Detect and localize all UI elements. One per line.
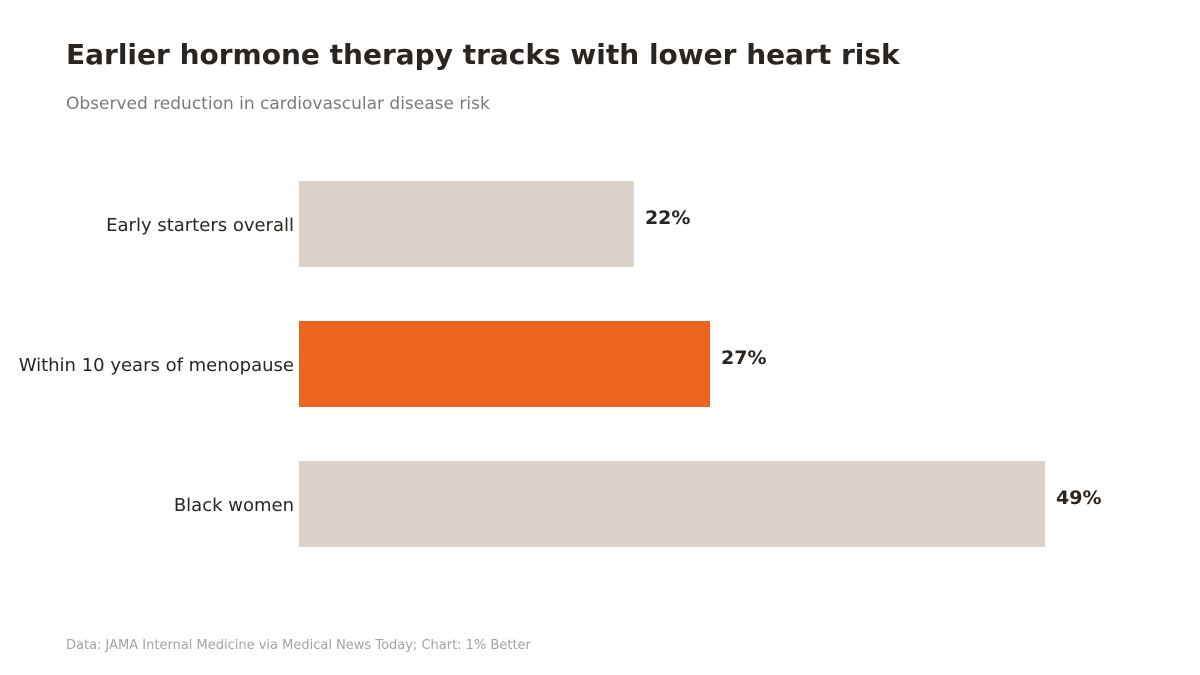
chart-subtitle: Observed reduction in cardiovascular dis… bbox=[66, 94, 490, 114]
value-label: 27% bbox=[721, 347, 766, 369]
value-label: 22% bbox=[645, 207, 690, 229]
bar-3 bbox=[299, 461, 1045, 547]
category-label: Black women bbox=[174, 495, 294, 516]
bar-1 bbox=[299, 181, 634, 267]
category-label: Within 10 years of menopause bbox=[19, 355, 294, 376]
bar-2 bbox=[299, 321, 711, 407]
chart-title: Earlier hormone therapy tracks with lowe… bbox=[66, 38, 900, 71]
source-note: Data: JAMA Internal Medicine via Medical… bbox=[66, 638, 531, 653]
category-label: Early starters overall bbox=[106, 215, 294, 236]
value-label: 49% bbox=[1056, 487, 1101, 509]
